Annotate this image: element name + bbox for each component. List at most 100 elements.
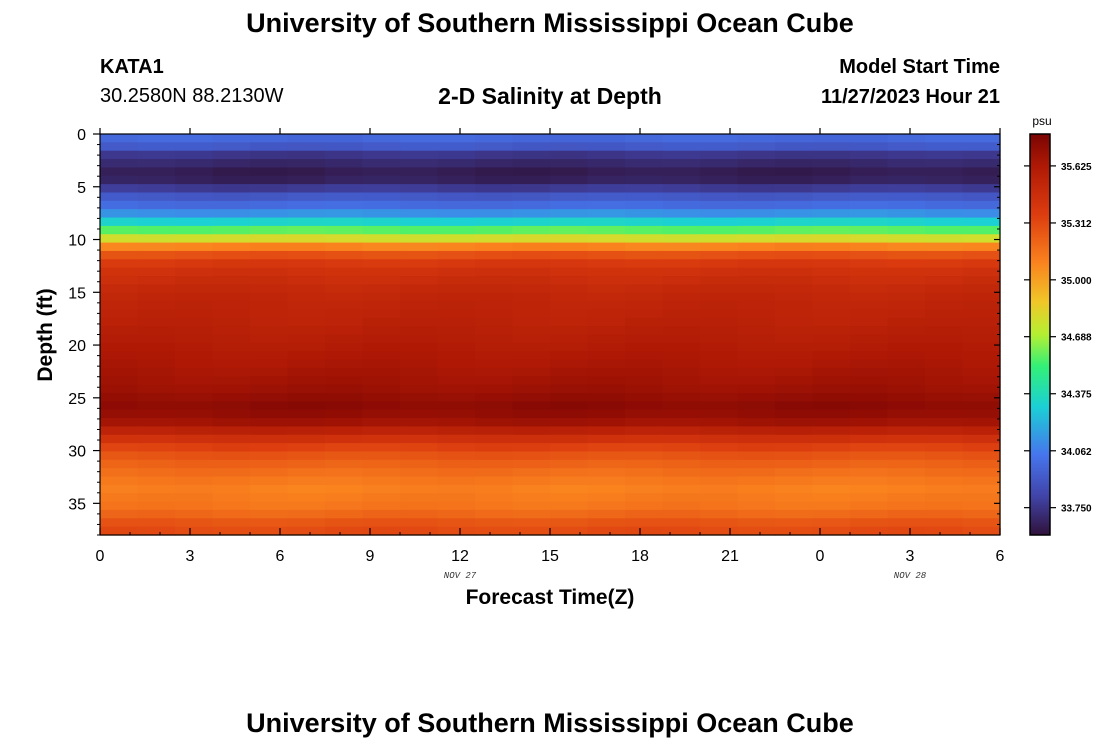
heatmap-cell <box>287 468 326 478</box>
heatmap-cell <box>662 451 701 461</box>
heatmap-cell <box>850 484 889 494</box>
heatmap-cell <box>925 484 964 494</box>
heatmap-cell <box>737 326 776 336</box>
heatmap-cell <box>400 468 439 478</box>
heatmap-cell <box>662 443 701 453</box>
heatmap-cell <box>212 384 251 394</box>
heatmap-cell <box>700 351 739 361</box>
heatmap-cell <box>550 267 589 277</box>
heatmap-cell <box>400 200 439 210</box>
heatmap-cell <box>175 142 214 152</box>
heatmap-cell <box>137 192 176 202</box>
heatmap-cell <box>887 401 926 411</box>
heatmap-cell <box>737 217 776 227</box>
heatmap-cell <box>137 376 176 386</box>
heatmap-cell <box>737 301 776 311</box>
heatmap-cell <box>512 225 551 235</box>
heatmap-cell <box>550 468 589 478</box>
heatmap-cell <box>400 376 439 386</box>
heatmap-cell <box>212 184 251 194</box>
heatmap-cell <box>437 259 476 269</box>
heatmap-cell <box>850 459 889 469</box>
heatmap-cell <box>475 384 514 394</box>
heatmap-cell <box>212 443 251 453</box>
heatmap-cell <box>212 284 251 294</box>
heatmap-cell <box>737 142 776 152</box>
heatmap-cell <box>212 209 251 219</box>
heatmap-cell <box>737 267 776 277</box>
heatmap-cell <box>137 175 176 185</box>
heatmap-cell <box>287 134 326 143</box>
heatmap-cell <box>850 184 889 194</box>
heatmap-cell <box>887 359 926 369</box>
plot-title: 2-D Salinity at Depth <box>438 83 662 109</box>
heatmap-cell <box>512 142 551 152</box>
heatmap-cell <box>212 359 251 369</box>
heatmap-cell <box>100 142 139 152</box>
heatmap-cell <box>137 209 176 219</box>
heatmap-cell <box>512 267 551 277</box>
heatmap-cell <box>325 459 364 469</box>
heatmap-cell <box>737 476 776 486</box>
heatmap-cell <box>212 518 251 528</box>
heatmap-cell <box>850 242 889 252</box>
heatmap-cell <box>850 509 889 519</box>
heatmap-cell <box>887 292 926 302</box>
heatmap-cell <box>700 184 739 194</box>
heatmap-cell <box>475 526 514 536</box>
heatmap-cell <box>287 334 326 344</box>
heatmap-cell <box>512 276 551 285</box>
heatmap-cell <box>850 234 889 244</box>
heatmap-cell <box>737 468 776 478</box>
heatmap-cell <box>850 301 889 311</box>
heatmap-cell <box>287 476 326 486</box>
heatmap-cell <box>550 200 589 210</box>
heatmap-cell <box>512 509 551 519</box>
heatmap-cell <box>212 509 251 519</box>
heatmap-cell <box>250 242 289 252</box>
heatmap-cell <box>400 225 439 235</box>
heatmap-cell <box>775 225 814 235</box>
heatmap-cell <box>700 225 739 235</box>
heatmap-cell <box>137 476 176 486</box>
heatmap-cell <box>625 242 664 252</box>
heatmap-cell <box>512 451 551 461</box>
heatmap-cell <box>437 192 476 202</box>
heatmap-cell <box>962 518 1001 528</box>
heatmap-cell <box>700 526 739 536</box>
heatmap-cell <box>775 134 814 143</box>
heatmap-cell <box>512 434 551 444</box>
heatmap-cell <box>662 359 701 369</box>
heatmap-cell <box>250 484 289 494</box>
heatmap-cell <box>812 426 851 436</box>
heatmap-cell <box>512 359 551 369</box>
heatmap-cell <box>325 150 364 160</box>
heatmap-cell <box>250 134 289 143</box>
heatmap-cell <box>887 367 926 377</box>
heatmap-cell <box>175 384 214 394</box>
colorbar: 33.750 34.062 34.375 34.688 35.000 35.312 35.6… <box>1024 133 1092 536</box>
heatmap-cell <box>137 409 176 419</box>
heatmap-cell <box>812 175 851 185</box>
x-tick-label: 9 <box>366 548 375 565</box>
heatmap-cell <box>587 518 626 528</box>
heatmap-cell <box>925 200 964 210</box>
heatmap-cell <box>962 468 1001 478</box>
heatmap-cell <box>550 426 589 436</box>
heatmap-cell <box>925 451 964 461</box>
heatmap-cell <box>625 225 664 235</box>
heatmap-cell <box>362 484 401 494</box>
heatmap-cell <box>850 159 889 169</box>
heatmap-cell <box>287 451 326 461</box>
heatmap-cell <box>850 367 889 377</box>
heatmap-cell <box>662 217 701 227</box>
heatmap-cell <box>850 468 889 478</box>
heatmap-cell <box>362 259 401 269</box>
heatmap-cell <box>812 443 851 453</box>
heatmap-cell <box>362 468 401 478</box>
heatmap-cell <box>362 217 401 227</box>
heatmap-cell <box>137 250 176 260</box>
salinity-heatmap-chart: 0 3 6 9 12 15 18 21 0 3 6 NOV 27 NOV 28 0 5 10 15 20 25 30 3… <box>34 114 1092 609</box>
heatmap-cell <box>437 234 476 244</box>
heatmap-cell <box>925 250 964 260</box>
